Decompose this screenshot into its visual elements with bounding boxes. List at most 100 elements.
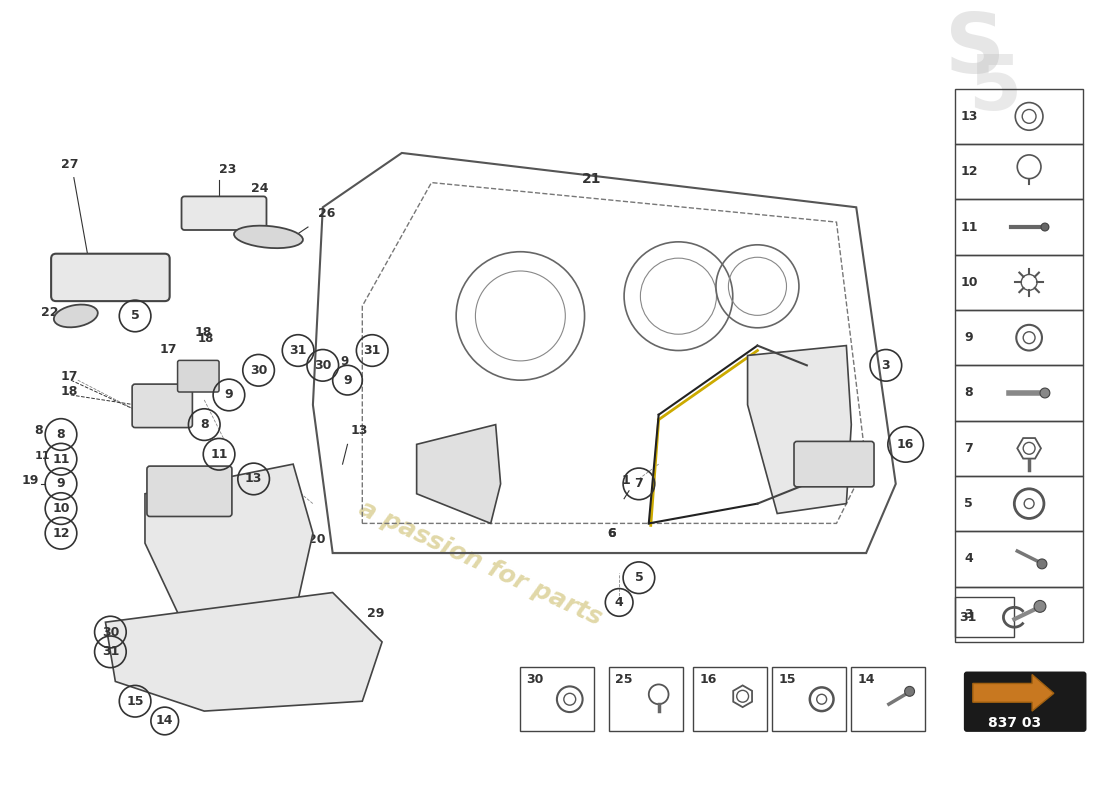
Text: 10: 10 (53, 502, 69, 515)
Text: 31: 31 (363, 344, 381, 357)
Bar (955, 531, 1084, 586)
Text: 9: 9 (341, 355, 349, 368)
Ellipse shape (234, 226, 302, 248)
Bar (955, 421, 1084, 476)
Circle shape (1041, 223, 1049, 231)
Circle shape (904, 686, 914, 696)
Text: 13: 13 (351, 425, 367, 438)
Text: 13: 13 (960, 110, 978, 123)
Bar (772, 666, 846, 731)
Text: 6: 6 (607, 526, 616, 540)
Text: 26: 26 (318, 207, 336, 220)
Text: 8: 8 (965, 386, 974, 399)
Text: 10: 10 (960, 276, 978, 289)
Text: 3: 3 (881, 359, 890, 372)
Text: 8: 8 (34, 425, 43, 438)
Text: 11: 11 (960, 221, 978, 234)
Text: 12: 12 (53, 526, 69, 540)
Text: 30: 30 (250, 364, 267, 377)
FancyBboxPatch shape (147, 466, 232, 517)
Text: 18: 18 (197, 332, 213, 345)
Bar (955, 254, 1084, 310)
Text: 9: 9 (224, 389, 233, 402)
Text: 31: 31 (959, 610, 977, 624)
Text: 3: 3 (965, 608, 974, 621)
Text: 7: 7 (635, 478, 643, 490)
Bar (955, 598, 1014, 637)
Ellipse shape (54, 305, 98, 327)
Text: 4: 4 (965, 553, 974, 566)
Bar (955, 476, 1084, 531)
Text: 14: 14 (857, 673, 874, 686)
Text: 22: 22 (41, 306, 58, 319)
Circle shape (1037, 559, 1047, 569)
Text: 30: 30 (315, 359, 331, 372)
Text: 31: 31 (101, 646, 119, 658)
Bar (955, 89, 1084, 144)
Text: 12: 12 (960, 166, 978, 178)
Text: 15: 15 (779, 673, 795, 686)
Polygon shape (145, 464, 312, 627)
Text: 25: 25 (615, 673, 632, 686)
Bar (955, 310, 1084, 366)
Text: 18: 18 (60, 385, 78, 398)
Text: 7: 7 (965, 442, 974, 455)
Text: 837 03: 837 03 (988, 716, 1041, 730)
Bar (955, 366, 1084, 421)
Text: 6: 6 (607, 526, 616, 540)
Text: 5: 5 (965, 497, 974, 510)
FancyBboxPatch shape (965, 673, 1086, 731)
Text: 11: 11 (34, 451, 50, 461)
Text: 5: 5 (131, 310, 140, 322)
Polygon shape (748, 346, 851, 514)
Text: 15: 15 (126, 694, 144, 708)
Text: 27: 27 (60, 158, 78, 170)
Text: 9: 9 (965, 331, 974, 344)
Text: 18: 18 (195, 326, 211, 338)
Text: 8: 8 (57, 428, 65, 441)
Bar (520, 666, 594, 731)
Bar (851, 666, 925, 731)
Text: 30: 30 (527, 673, 543, 686)
Text: 9: 9 (57, 478, 65, 490)
Bar (955, 144, 1084, 199)
Text: 1: 1 (621, 474, 630, 487)
Polygon shape (417, 425, 500, 523)
Text: 17: 17 (60, 370, 78, 383)
FancyBboxPatch shape (177, 360, 219, 392)
Text: 2: 2 (782, 360, 791, 374)
Text: 20: 20 (308, 533, 326, 546)
FancyBboxPatch shape (132, 384, 192, 427)
Text: 5: 5 (968, 52, 1021, 126)
Text: 29: 29 (367, 607, 385, 620)
Text: 9: 9 (343, 374, 352, 386)
Text: 13: 13 (245, 473, 262, 486)
Text: 17: 17 (160, 343, 177, 357)
Text: 5: 5 (635, 571, 643, 584)
Text: 11: 11 (210, 448, 228, 461)
Text: 30: 30 (101, 626, 119, 638)
Text: a passion for parts: a passion for parts (355, 496, 606, 630)
Text: 21: 21 (582, 171, 601, 186)
Bar (955, 199, 1084, 254)
Text: 23: 23 (219, 162, 236, 176)
FancyBboxPatch shape (794, 442, 874, 487)
Bar (955, 586, 1084, 642)
Text: 16: 16 (896, 438, 914, 451)
Bar (693, 666, 768, 731)
Text: 14: 14 (156, 714, 174, 727)
FancyBboxPatch shape (182, 197, 266, 230)
Text: 31: 31 (289, 344, 307, 357)
Polygon shape (106, 593, 382, 711)
FancyBboxPatch shape (51, 254, 169, 301)
Text: 24: 24 (251, 182, 268, 195)
Text: 4: 4 (615, 596, 624, 609)
Text: 19: 19 (22, 474, 38, 487)
Text: 11: 11 (53, 453, 69, 466)
Text: 8: 8 (200, 418, 209, 431)
Bar (609, 666, 683, 731)
Circle shape (1040, 388, 1049, 398)
Text: 16: 16 (700, 673, 717, 686)
Polygon shape (972, 674, 1054, 711)
Circle shape (1034, 601, 1046, 612)
